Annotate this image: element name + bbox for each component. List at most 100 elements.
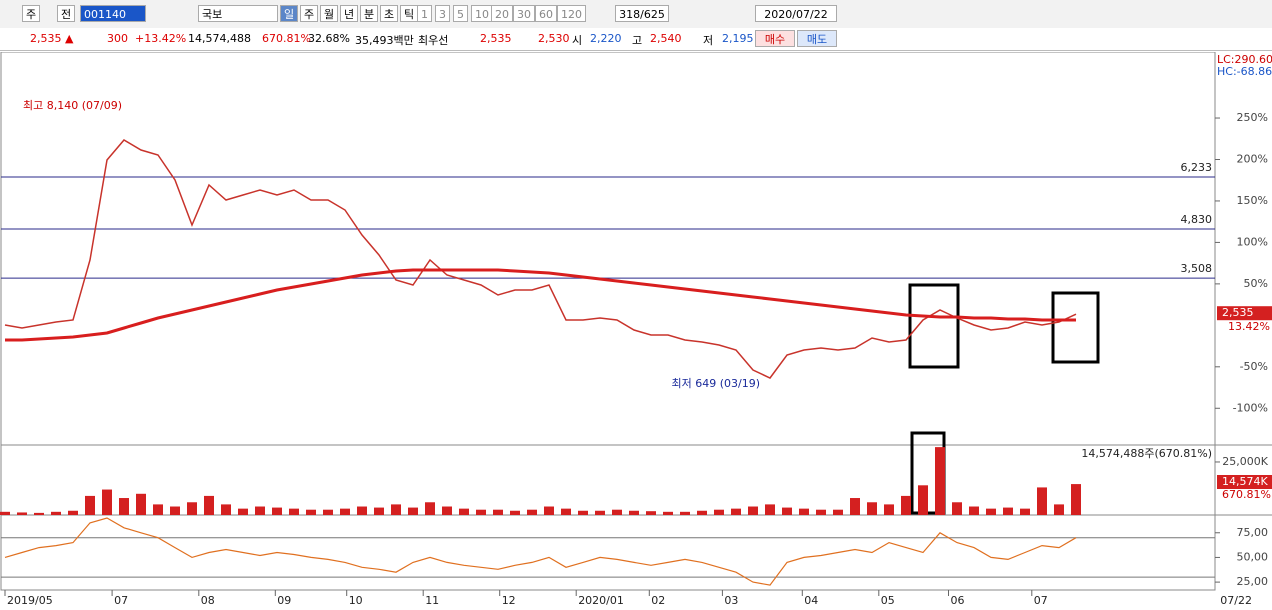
quote-high-label: 고 — [632, 34, 643, 47]
code-input[interactable]: 001140 — [80, 5, 146, 22]
volume-bar — [459, 508, 469, 515]
volume-bar — [833, 509, 843, 515]
sell-button[interactable]: 매도 — [797, 30, 837, 47]
quote-open: 2,220 — [590, 32, 622, 45]
price-tick-label: -50% — [1240, 360, 1268, 373]
volume-bar — [646, 511, 656, 515]
x-tick-label: 11 — [425, 594, 439, 607]
volume-bar — [731, 508, 741, 515]
volume-bar — [374, 507, 384, 515]
interval-button[interactable]: 1 — [417, 5, 432, 22]
volume-bar — [408, 507, 418, 515]
chart: 250% 200% 150% 100% 50% -50% -100% 6,233 4,830 3,… — [0, 52, 1272, 607]
last-rate: 13.42% — [1228, 320, 1270, 333]
volume-bar — [204, 495, 214, 515]
volume-bar — [527, 509, 537, 515]
quote-volume-rate: 670.81% — [262, 32, 311, 45]
volume-bar — [884, 504, 894, 515]
volume-bar — [357, 506, 367, 515]
x-tick-label: 09 — [277, 594, 291, 607]
price-tick-label: 200% — [1237, 152, 1268, 165]
stock-name[interactable]: 국보 — [198, 5, 278, 22]
volume-bar — [561, 508, 571, 515]
x-tick-label: 12 — [502, 594, 516, 607]
level-label: 3,508 — [1181, 262, 1213, 275]
hc-label: HC:-68.86 — [1217, 65, 1272, 78]
x-tick-label: 10 — [349, 594, 363, 607]
interval-button[interactable]: 5 — [453, 5, 468, 22]
volume-bar — [0, 511, 10, 515]
quote-bid: 2,530 — [538, 32, 570, 45]
plot-frame — [0, 52, 1216, 591]
price-tick-label: 50% — [1244, 277, 1268, 290]
last-price: 2,535 — [1222, 306, 1254, 319]
interval-button[interactable]: 20 — [491, 5, 513, 22]
volume-bar — [595, 510, 605, 515]
volume-bar — [85, 495, 95, 515]
quote-rate: +13.42% — [135, 32, 187, 45]
quote-turnover: 32.68% — [308, 32, 350, 45]
quote-price: 2,535 ▲ — [30, 32, 74, 45]
date-input[interactable]: 2020/07/22 — [755, 5, 837, 22]
volume-bar — [765, 504, 775, 515]
period-button[interactable]: 월 — [320, 5, 339, 22]
volume-bar — [1003, 507, 1013, 515]
volume-bar — [748, 506, 758, 515]
volume-bar — [306, 509, 316, 515]
buy-button[interactable]: 매수 — [755, 30, 795, 47]
volume-bar — [918, 485, 928, 515]
period-button[interactable]: 일 — [280, 5, 299, 22]
volume-bar — [544, 506, 554, 515]
highlight-box — [1051, 291, 1100, 364]
interval-button[interactable]: 30 — [513, 5, 535, 22]
x-tick-label: 2020/01 — [578, 594, 624, 607]
volume-bar — [323, 509, 333, 515]
count: 318/625 — [615, 5, 669, 22]
oscillator-tick-label: 25,00 — [1237, 575, 1269, 588]
volume-bar — [612, 509, 622, 515]
volume-bar — [442, 506, 452, 515]
level-label: 4,830 — [1181, 213, 1213, 226]
volume-bar — [901, 495, 911, 515]
volume-bar — [68, 510, 78, 515]
x-tick-label: 03 — [724, 594, 738, 607]
interval-button[interactable]: 60 — [535, 5, 557, 22]
volume-tick-label: 25,000K — [1222, 455, 1268, 468]
volume-bar — [170, 506, 180, 515]
oscillator-tick-label: 50,00 — [1237, 550, 1269, 563]
volume-bar — [476, 509, 486, 515]
x-tick-label: 05 — [881, 594, 895, 607]
volume-bar — [17, 512, 27, 515]
price-tick-label: 100% — [1237, 235, 1268, 248]
period-button[interactable]: 분 — [360, 5, 379, 22]
period-button[interactable]: 주 — [300, 5, 319, 22]
x-tick-label: 07 — [114, 594, 128, 607]
interval-button[interactable]: 3 — [435, 5, 450, 22]
volume-bar — [1037, 487, 1047, 515]
interval-button[interactable]: 120 — [557, 5, 586, 22]
quote-volume: 14,574,488 — [188, 32, 251, 45]
interval-button[interactable]: 10 — [471, 5, 493, 22]
quote-high: 2,540 — [650, 32, 682, 45]
level-label: 6,233 — [1181, 161, 1213, 174]
low-annotation: 최저 649 (03/19) — [671, 377, 760, 390]
volume-last: 14,574K — [1222, 475, 1268, 488]
price-tick-label: 150% — [1237, 194, 1268, 207]
period-button[interactable]: 초 — [380, 5, 399, 22]
volume-bar — [629, 510, 639, 515]
last-price-box — [1217, 306, 1272, 321]
market-select[interactable]: 주 — [22, 5, 41, 22]
period-button[interactable]: 틱 — [400, 5, 419, 22]
volume-bar — [680, 511, 690, 515]
x-tick-label: 2019/05 — [7, 594, 53, 607]
volume-bar — [187, 502, 197, 515]
volume-bar — [850, 498, 860, 515]
volume-bar — [578, 510, 588, 515]
volume-bar — [782, 507, 792, 515]
volume-bar — [1020, 508, 1030, 515]
x-tick-label: 02 — [651, 594, 665, 607]
volume-bar — [663, 511, 673, 515]
period-button[interactable]: 년 — [340, 5, 359, 22]
volume-bar — [493, 509, 503, 515]
mode-select[interactable]: 전 — [57, 5, 76, 22]
